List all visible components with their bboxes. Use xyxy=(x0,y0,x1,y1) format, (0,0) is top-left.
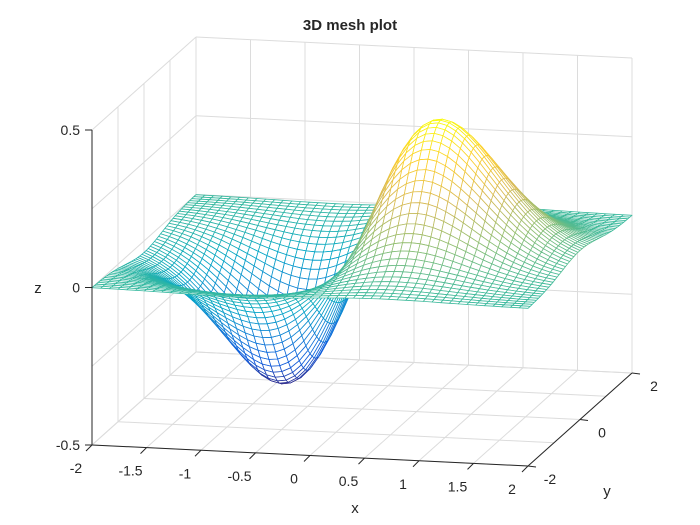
z-tick-label: 0 xyxy=(72,280,80,296)
x-tick-label: -1 xyxy=(179,465,192,481)
y-tick xyxy=(527,465,537,468)
y-tick-label: 2 xyxy=(650,378,658,394)
x-tick-label: -2 xyxy=(70,460,83,476)
x-tick xyxy=(358,457,365,465)
x-tick xyxy=(467,463,474,470)
x-tick-label: 2 xyxy=(508,481,516,497)
grid-line xyxy=(91,36,197,131)
x-tick xyxy=(249,452,256,460)
x-tick xyxy=(303,455,311,462)
x-tick xyxy=(194,449,202,457)
y-axis-label: y xyxy=(603,483,611,500)
grid-line xyxy=(169,374,607,397)
z-axis-label: z xyxy=(34,280,42,297)
x-axis-label: x xyxy=(351,500,359,517)
x-tick xyxy=(412,460,420,468)
mesh-surface xyxy=(91,118,633,385)
y-tick xyxy=(579,419,589,421)
grid-line xyxy=(117,421,555,444)
grid-line xyxy=(91,351,197,446)
x-tick-label: 1.5 xyxy=(448,478,468,494)
x-tick-label: 1 xyxy=(399,476,407,492)
z-tick-label: -0.5 xyxy=(56,437,80,453)
x-tick xyxy=(521,465,529,473)
axes: -2 -1.5 -1 -0.5 0 0.5 1 1.5 2 -2 0 2 -0.5 0 0.5 xyxy=(56,122,658,497)
x-tick-label: -1.5 xyxy=(118,463,142,479)
grid-line xyxy=(143,398,581,420)
y-tick-label: -2 xyxy=(544,471,557,487)
z-tick-label: 0.5 xyxy=(61,122,81,138)
grid-line xyxy=(91,115,197,210)
x-tick-label: -0.5 xyxy=(227,468,251,484)
mesh-cell xyxy=(518,305,531,309)
grid-line xyxy=(195,36,633,59)
grid-line xyxy=(195,115,633,138)
x-tick xyxy=(85,444,93,452)
y-tick xyxy=(631,372,641,375)
x-tick-label: 0 xyxy=(290,471,298,487)
x-tick xyxy=(140,447,147,454)
grid-line xyxy=(91,194,197,288)
chart-title: 3D mesh plot xyxy=(303,17,397,34)
y-tick-label: 0 xyxy=(598,425,606,441)
x-tick-label: 0.5 xyxy=(339,473,359,489)
